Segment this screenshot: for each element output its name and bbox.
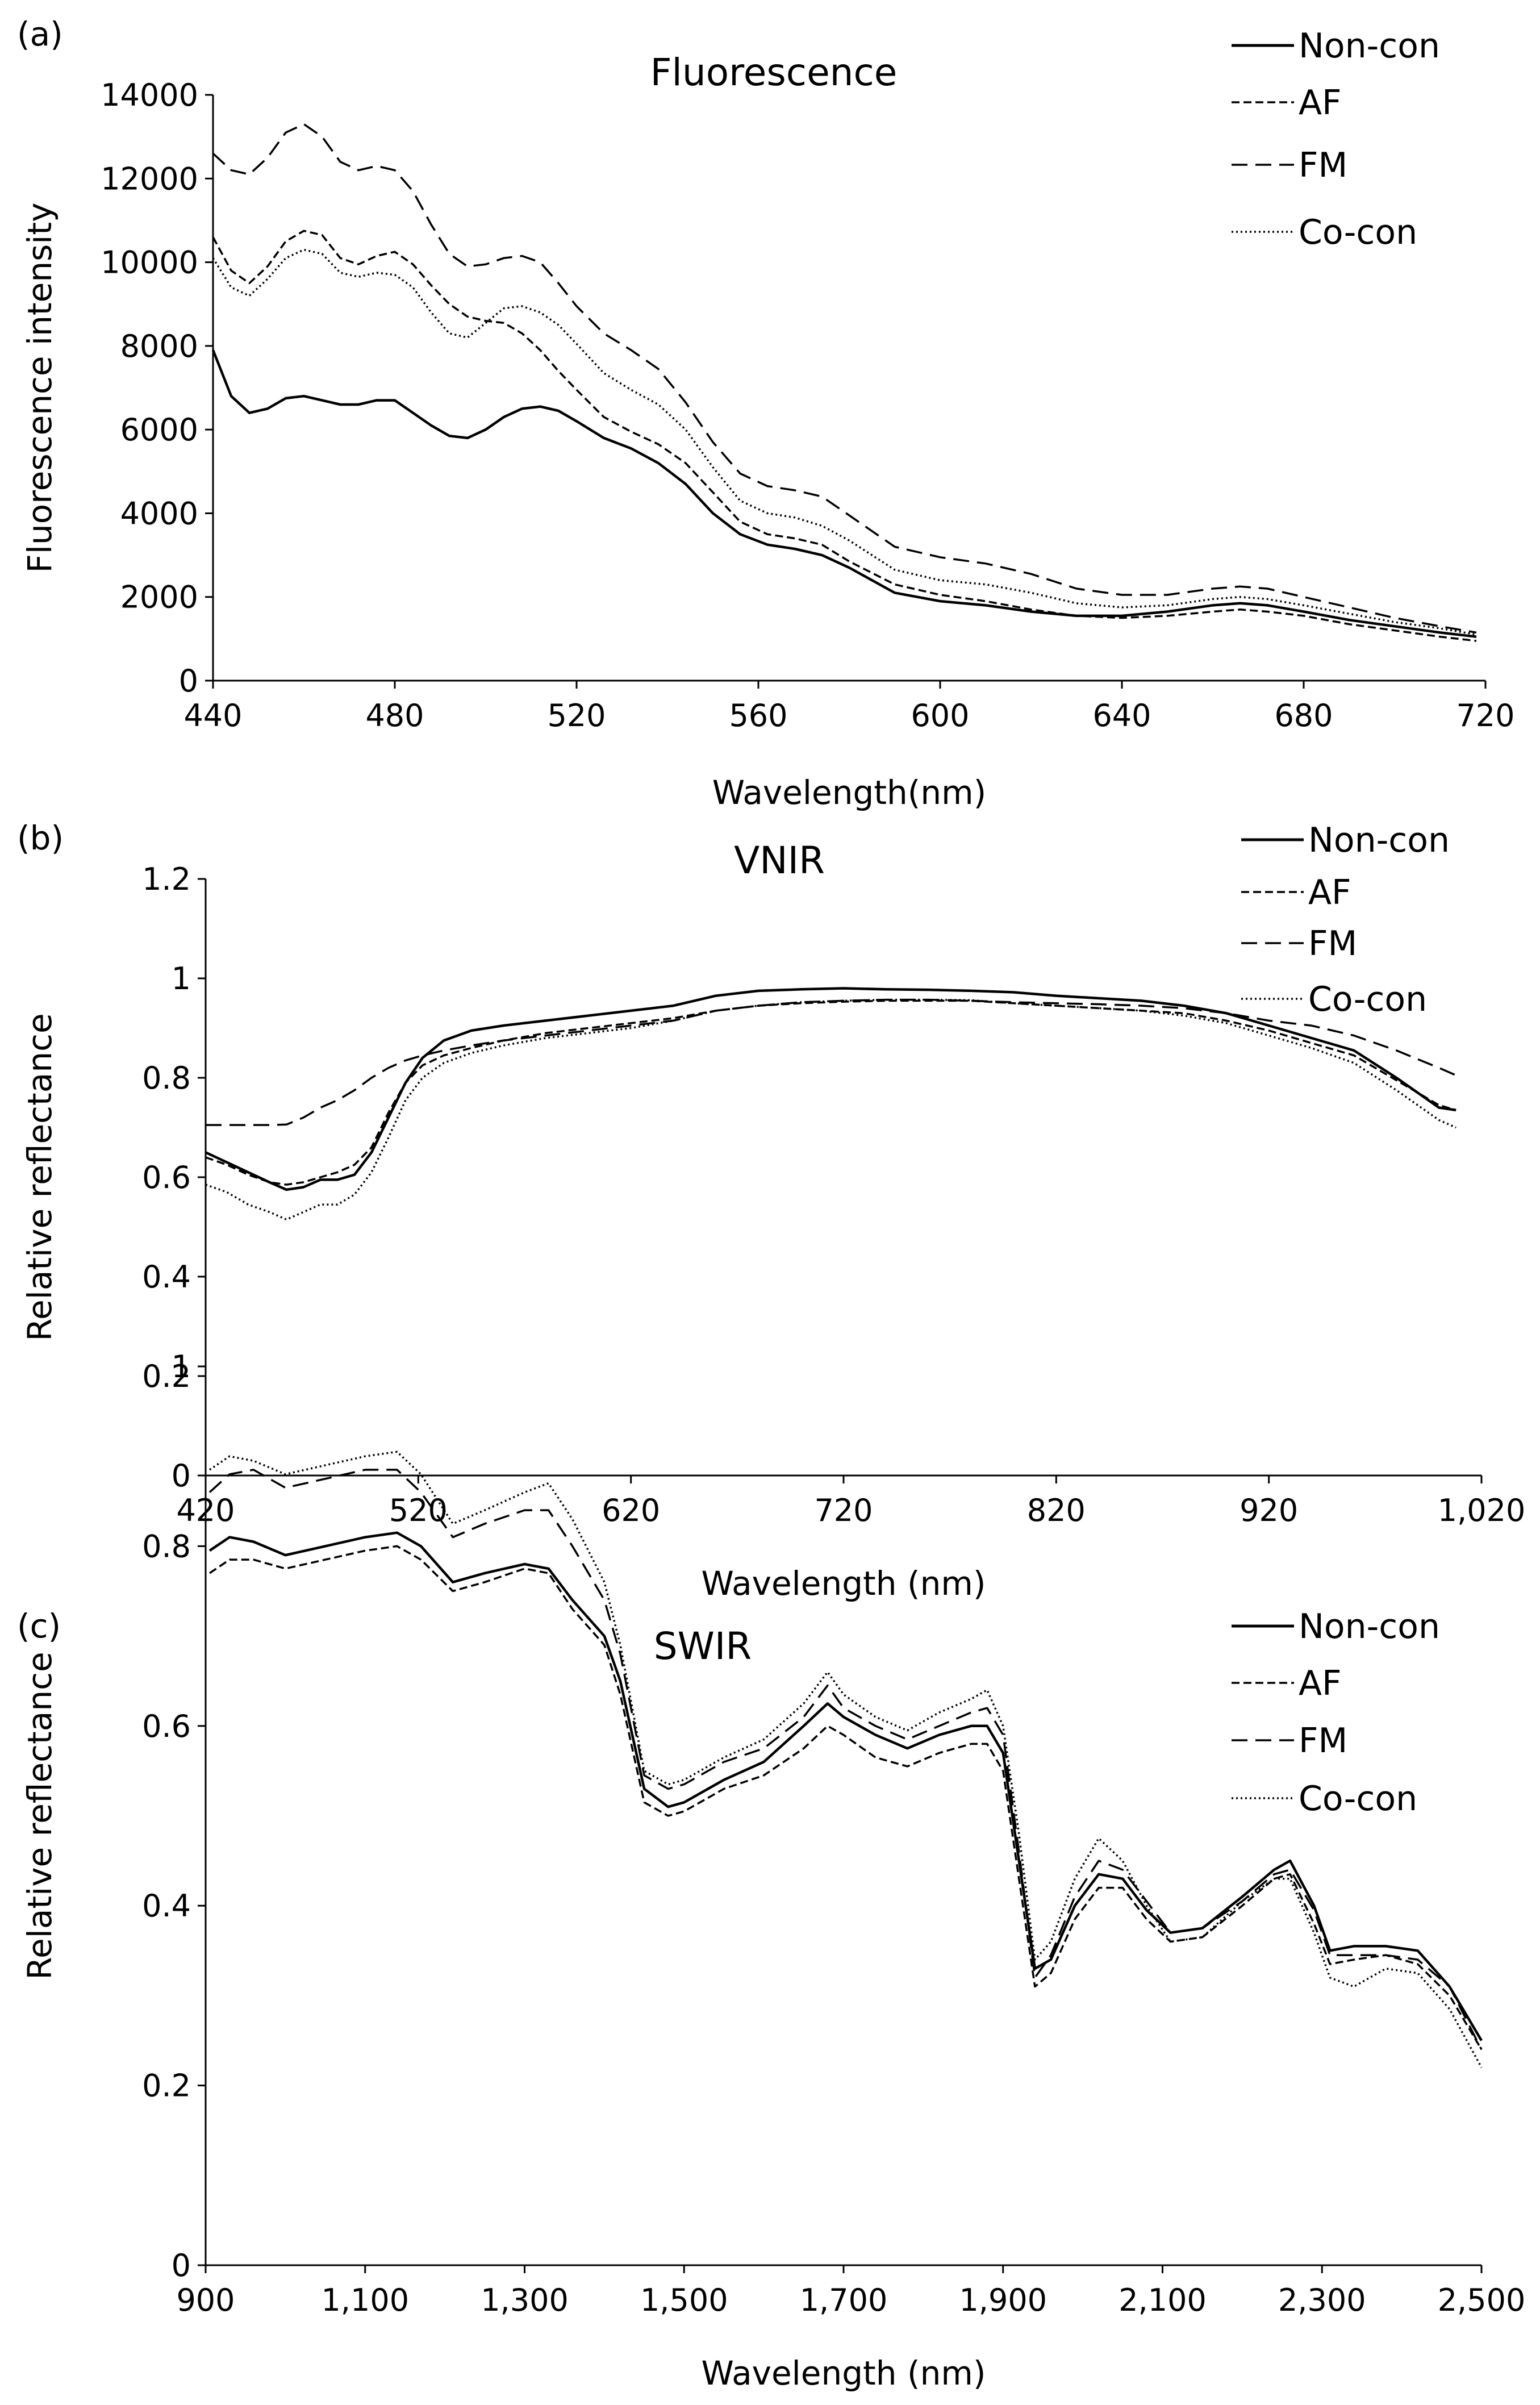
series-line-non-con [208,1531,1483,2041]
x-tick-label: 1,300 [481,2282,569,2318]
y-tick-label: 6000 [120,412,198,448]
y-tick-label: 8000 [120,328,198,364]
x-tick-label: 1,700 [800,2282,888,2318]
x-tick-label: 600 [911,698,969,733]
y-tick-label: 0.6 [142,1160,191,1195]
legend-label-co-con: Co-con [1299,212,1417,252]
x-tick-label: 440 [183,698,242,733]
y-tick-label: 14000 [101,77,198,113]
x-tick-label: 2,100 [1119,2282,1207,2318]
x-tick-label: 720 [1456,698,1514,733]
series-line-co-con [209,1450,1483,2068]
series-line-fm [206,998,1456,1126]
legend-label-non-con: Non-con [1299,1607,1440,1647]
legend-label-co-con: Co-con [1308,979,1427,1019]
x-tick-label: 480 [365,698,424,733]
y-tick-label: 0.2 [142,1358,191,1394]
x-tick-label: 520 [547,698,606,733]
y-tick-label: 2000 [120,580,198,615]
series-line-af [212,230,1477,642]
series-line-co-con [212,248,1477,636]
legend-label-co-con: Co-con [1299,1779,1417,1819]
y-tick-label: 0 [179,663,198,699]
y-tick-label: 0 [172,2248,191,2283]
x-axis-title: Wavelength (nm) [701,2354,986,2393]
series-line-af [209,1545,1483,2050]
x-tick-label: 640 [1092,698,1151,733]
legend-label-fm: FM [1308,924,1357,964]
y-tick-label: 1 [172,961,191,997]
series-line-fm [208,1469,1483,2050]
panel-label: (a) [17,15,63,53]
x-tick-label: 560 [729,698,787,733]
chart-title: Fluorescence [650,51,898,94]
legend-label-fm: FM [1299,1721,1347,1761]
y-tick-label: 1.2 [142,861,191,897]
y-axis-title: Relative reflectance [20,1652,59,1979]
y-tick-label: 1 [172,1349,191,1385]
x-tick-label: 620 [602,1493,660,1528]
x-tick-label: 1,900 [959,2282,1047,2318]
x-tick-label: 680 [1274,698,1333,733]
series-line-non-con [211,349,1477,638]
y-axis-title: Relative reflectance [20,1013,59,1341]
chart-title: SWIR [654,1624,752,1668]
x-tick-label: 720 [814,1493,873,1528]
panel-label: (b) [17,819,64,857]
y-tick-label: 0.8 [142,1060,191,1096]
legend-label-fm: FM [1299,145,1347,185]
x-axis-title: Wavelength(nm) [712,773,987,812]
x-tick-label: 2,500 [1438,2282,1526,2318]
legend: Non-con AF FM Co-con [1232,1607,1440,1819]
y-tick-label: 12000 [101,161,198,197]
x-tick-label: 1,500 [640,2282,728,2318]
y-tick-label: 0.6 [142,1708,191,1744]
series-line-non-con [205,987,1456,1191]
y-tick-label: 0.4 [142,1888,191,1924]
legend-label-non-con: Non-con [1299,26,1440,66]
x-tick-label: 1,020 [1438,1493,1526,1528]
x-tick-label: 900 [176,2282,235,2318]
x-axis-title: Wavelength (nm) [701,1564,986,1603]
x-tick-label: 1,100 [321,2282,409,2318]
chart-title: VNIR [734,839,825,882]
panel-fluorescence: (a) Fluorescence 0 2000 4000 6000 8000 10000 120… [17,15,1515,812]
y-tick-label: 0.2 [142,2068,191,2104]
legend: Non-con AF FM Co-con [1232,26,1440,252]
y-tick-label: 4000 [120,495,198,531]
y-tick-label: 10000 [101,245,198,281]
legend-label-af: AF [1299,1664,1342,1703]
legend-label-af: AF [1299,83,1342,123]
panel-swir: (c) SWIR 0 0.2 0.4 0.6 0.8 1 900 1,100 1,300 1,500 1… [17,1349,1525,2393]
x-tick-label: 2,300 [1278,2282,1366,2318]
x-tick-label: 920 [1239,1493,1298,1528]
legend-label-non-con: Non-con [1308,820,1450,860]
series-line-af [205,999,1456,1186]
y-tick-label: 0 [172,1458,191,1494]
y-tick-label: 0.8 [142,1528,191,1564]
y-tick-label: 0.4 [142,1259,191,1295]
y-axis-title: Fluorescence intensity [20,203,59,573]
series-line-fm [212,123,1477,634]
panel-label: (c) [17,1607,61,1645]
legend-label-af: AF [1308,873,1351,912]
x-tick-label: 520 [389,1493,448,1528]
legend: Non-con AF FM Co-con [1241,820,1450,1019]
x-tick-label: 820 [1027,1493,1086,1528]
